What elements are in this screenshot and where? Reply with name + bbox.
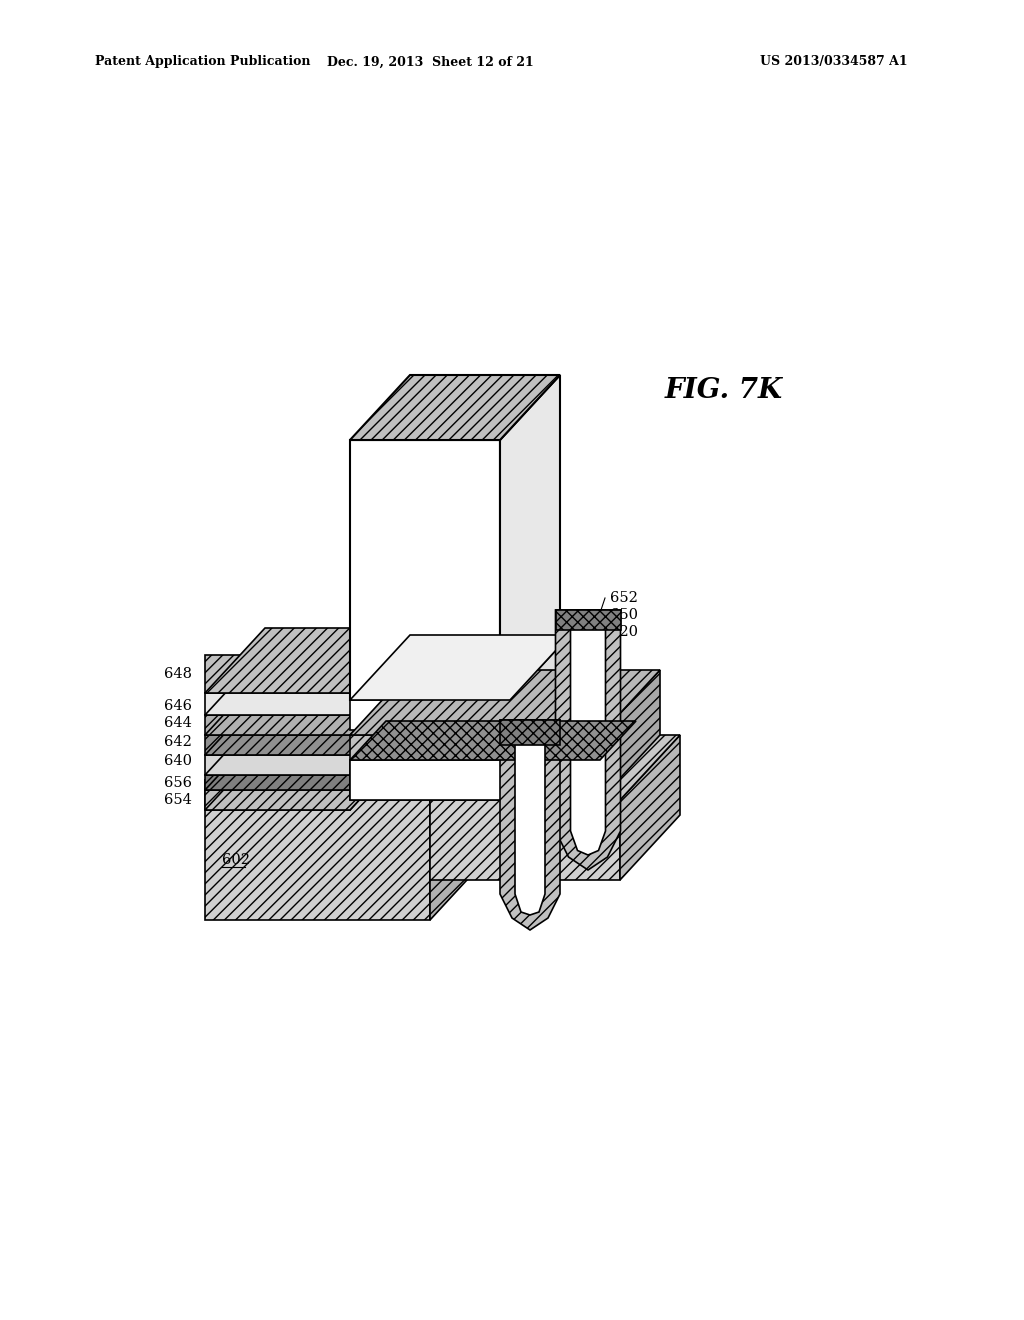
- Polygon shape: [205, 755, 350, 775]
- Text: 640: 640: [164, 754, 193, 768]
- Text: 642: 642: [164, 735, 193, 748]
- Polygon shape: [205, 780, 430, 920]
- Polygon shape: [555, 610, 621, 870]
- Polygon shape: [570, 610, 605, 855]
- Polygon shape: [205, 710, 410, 775]
- Polygon shape: [205, 715, 490, 780]
- Polygon shape: [500, 375, 560, 700]
- Polygon shape: [205, 655, 350, 693]
- Polygon shape: [205, 649, 410, 715]
- Polygon shape: [350, 375, 560, 440]
- Polygon shape: [350, 760, 600, 800]
- Polygon shape: [205, 789, 350, 810]
- Text: 646: 646: [164, 700, 193, 713]
- Text: 656: 656: [164, 776, 193, 789]
- Text: FIG. 7K: FIG. 7K: [665, 376, 783, 404]
- Text: 662: 662: [500, 483, 528, 498]
- Polygon shape: [430, 800, 620, 880]
- Text: 644: 644: [164, 715, 193, 730]
- Polygon shape: [500, 719, 560, 931]
- Polygon shape: [350, 635, 570, 700]
- Polygon shape: [350, 700, 510, 730]
- Text: 602: 602: [222, 853, 250, 867]
- Polygon shape: [205, 775, 350, 789]
- Text: Patent Application Publication: Patent Application Publication: [95, 55, 310, 69]
- Polygon shape: [205, 735, 350, 755]
- Text: 664: 664: [500, 533, 528, 546]
- Polygon shape: [555, 610, 621, 630]
- Text: US 2013/0334587 A1: US 2013/0334587 A1: [760, 55, 907, 69]
- Polygon shape: [510, 635, 570, 730]
- Text: 650: 650: [610, 609, 638, 622]
- Polygon shape: [515, 719, 545, 915]
- Polygon shape: [620, 735, 680, 880]
- Polygon shape: [350, 671, 660, 735]
- Polygon shape: [600, 671, 660, 800]
- Text: Dec. 19, 2013  Sheet 12 of 21: Dec. 19, 2013 Sheet 12 of 21: [327, 55, 534, 69]
- Polygon shape: [205, 744, 410, 810]
- Polygon shape: [350, 721, 636, 760]
- Text: 620: 620: [575, 788, 603, 803]
- Text: 652: 652: [610, 591, 638, 605]
- Polygon shape: [205, 725, 410, 789]
- Polygon shape: [430, 735, 680, 800]
- Polygon shape: [205, 715, 350, 735]
- Polygon shape: [205, 628, 410, 693]
- Polygon shape: [500, 719, 560, 744]
- Text: 648: 648: [164, 667, 193, 681]
- Polygon shape: [205, 693, 350, 715]
- Polygon shape: [430, 715, 490, 920]
- Text: 650: 650: [575, 771, 603, 785]
- Polygon shape: [350, 590, 410, 810]
- Polygon shape: [205, 690, 410, 755]
- Text: 654: 654: [164, 793, 193, 807]
- Polygon shape: [350, 735, 600, 800]
- Polygon shape: [205, 671, 410, 735]
- Text: 620: 620: [610, 624, 638, 639]
- Polygon shape: [350, 440, 500, 700]
- Text: 652: 652: [560, 813, 588, 828]
